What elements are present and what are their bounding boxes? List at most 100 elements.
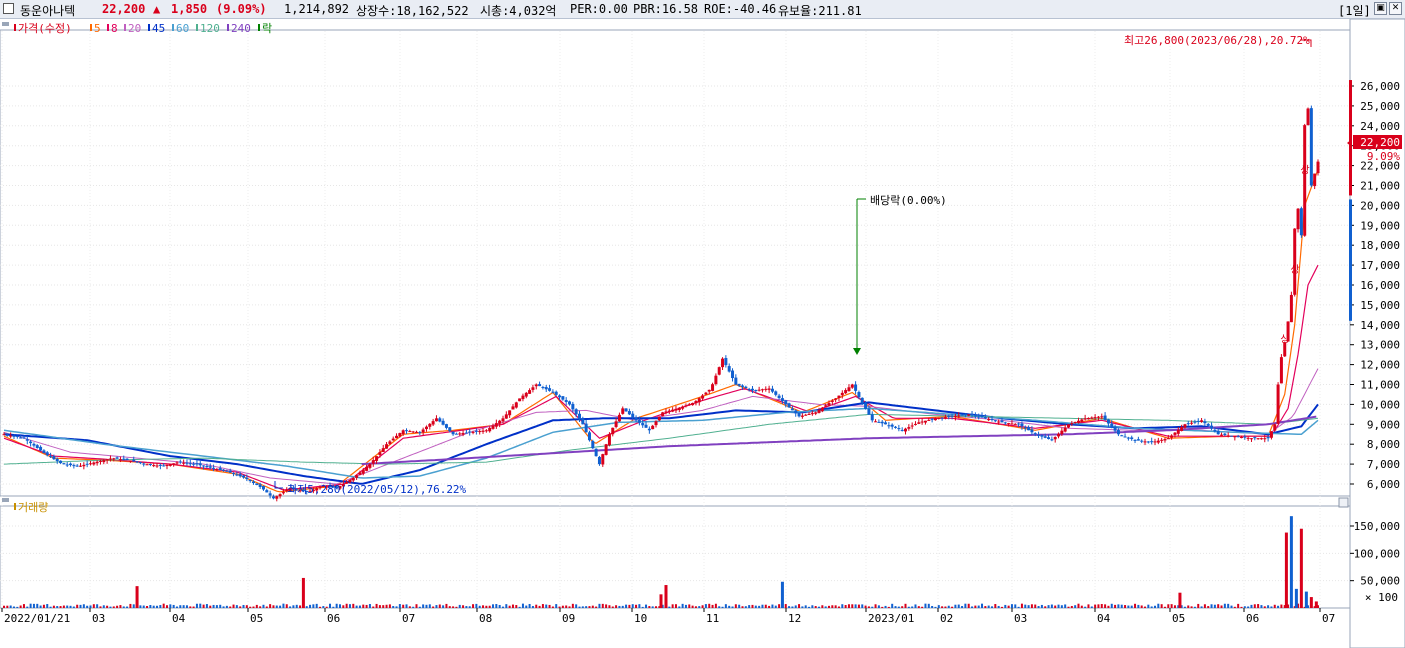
candle-body bbox=[1153, 441, 1157, 443]
candle-body bbox=[1180, 427, 1184, 431]
candle-body bbox=[734, 377, 738, 385]
volume-panel-button[interactable] bbox=[1338, 497, 1349, 508]
legend-item-락: 락 bbox=[262, 22, 272, 35]
candle-body bbox=[737, 383, 741, 386]
volume-bar bbox=[1104, 604, 1107, 608]
volume-bar bbox=[66, 605, 69, 608]
volume-bar bbox=[272, 605, 275, 608]
candle-body bbox=[1110, 423, 1114, 428]
candle-body bbox=[504, 414, 508, 419]
candle-body bbox=[631, 413, 635, 418]
volume-bar bbox=[265, 606, 268, 608]
volume-bar bbox=[116, 605, 119, 608]
period-selector[interactable]: [1일] bbox=[1338, 4, 1371, 18]
candle-body bbox=[1017, 423, 1021, 425]
candle-body bbox=[52, 456, 56, 460]
volume-bar bbox=[1074, 605, 1077, 608]
volume-bar bbox=[974, 605, 977, 608]
volume-bar bbox=[984, 606, 987, 608]
volume-bar bbox=[638, 604, 641, 608]
stock-chart[interactable]: 6,000 7,000 8,000 9,000 10,000 11,000 12,000 13… bbox=[0, 19, 1405, 648]
chart-checkbox[interactable] bbox=[3, 3, 14, 14]
candle-body bbox=[202, 465, 206, 467]
candle-body bbox=[1106, 419, 1110, 424]
candle-body bbox=[844, 390, 848, 394]
volume-bar bbox=[166, 605, 169, 608]
candle-body bbox=[521, 395, 525, 400]
candle-body bbox=[212, 467, 216, 469]
legend-swatch bbox=[172, 24, 174, 31]
volume-bar bbox=[175, 606, 178, 608]
panel-handle-icon[interactable] bbox=[2, 22, 9, 26]
candle-body bbox=[222, 469, 226, 471]
candle-body bbox=[1276, 384, 1280, 424]
volume-bar bbox=[412, 606, 415, 608]
candle-body bbox=[261, 486, 265, 490]
volume-panel-handle-icon[interactable] bbox=[2, 498, 9, 502]
volume-bar bbox=[857, 604, 860, 608]
candle-body bbox=[1057, 433, 1061, 437]
volume-bar bbox=[312, 604, 315, 608]
candle-body bbox=[1073, 421, 1077, 423]
volume-bar bbox=[488, 605, 491, 608]
candle-body bbox=[694, 401, 698, 404]
volume-bar bbox=[778, 604, 781, 608]
volume-bar bbox=[398, 604, 401, 608]
candle-body bbox=[551, 391, 555, 393]
candle-body bbox=[208, 466, 212, 468]
volume-bar bbox=[1160, 604, 1163, 608]
volume-bar bbox=[192, 606, 195, 608]
volume-bar bbox=[1047, 605, 1050, 608]
price-tick-label: 9,000 bbox=[1367, 418, 1400, 431]
price-tick-label: 14,000 bbox=[1360, 319, 1400, 332]
candle-body bbox=[764, 388, 768, 390]
candle-body bbox=[12, 435, 16, 437]
candle-body bbox=[268, 493, 272, 496]
volume-bar bbox=[32, 603, 35, 608]
volume-bar bbox=[528, 603, 531, 608]
candle-body bbox=[1130, 437, 1134, 440]
candle-body bbox=[325, 486, 329, 488]
volume-bar bbox=[548, 604, 551, 608]
volume-bar bbox=[1080, 605, 1083, 608]
candle-body bbox=[405, 430, 409, 432]
candle-body bbox=[471, 431, 475, 433]
candle-body bbox=[1113, 426, 1117, 431]
candle-body bbox=[933, 418, 937, 421]
candle-body bbox=[711, 384, 715, 391]
candle-body bbox=[315, 488, 319, 491]
candle-body bbox=[1163, 439, 1167, 441]
candle-body bbox=[884, 422, 888, 425]
candle-body bbox=[225, 470, 229, 472]
volume-bar bbox=[771, 604, 774, 608]
volume-bar bbox=[239, 606, 242, 608]
candle-body bbox=[391, 438, 395, 441]
volume-bar bbox=[631, 604, 634, 608]
candle-body bbox=[1183, 424, 1187, 428]
volume-bar bbox=[255, 604, 258, 608]
volume-bar bbox=[1007, 605, 1010, 608]
candle-body bbox=[448, 427, 452, 432]
candle-body bbox=[418, 432, 422, 434]
close-icon[interactable]: ✕ bbox=[1389, 2, 1402, 15]
candle-body bbox=[548, 388, 552, 391]
candle-body bbox=[348, 480, 352, 483]
low-annotation: 최저5,280(2022/05/12),76.22% bbox=[274, 481, 467, 496]
volume-bar bbox=[921, 606, 924, 608]
candle-body bbox=[834, 398, 838, 400]
volume-bar bbox=[1163, 606, 1166, 608]
candle-body bbox=[804, 414, 808, 416]
candle-body bbox=[621, 408, 625, 414]
volume-bar bbox=[59, 606, 62, 608]
volume-bar bbox=[262, 604, 265, 608]
volume-bar bbox=[202, 604, 205, 608]
volume-bar bbox=[1233, 606, 1236, 608]
candle-body bbox=[754, 390, 758, 392]
restore-icon[interactable]: ▣ bbox=[1374, 2, 1387, 15]
candle-body bbox=[414, 431, 418, 433]
candle-body bbox=[1256, 438, 1260, 440]
volume-bar bbox=[242, 604, 245, 608]
x-tick-label: 03 bbox=[1014, 612, 1027, 625]
volume-bar bbox=[565, 605, 568, 608]
volume-bar bbox=[1014, 604, 1017, 608]
